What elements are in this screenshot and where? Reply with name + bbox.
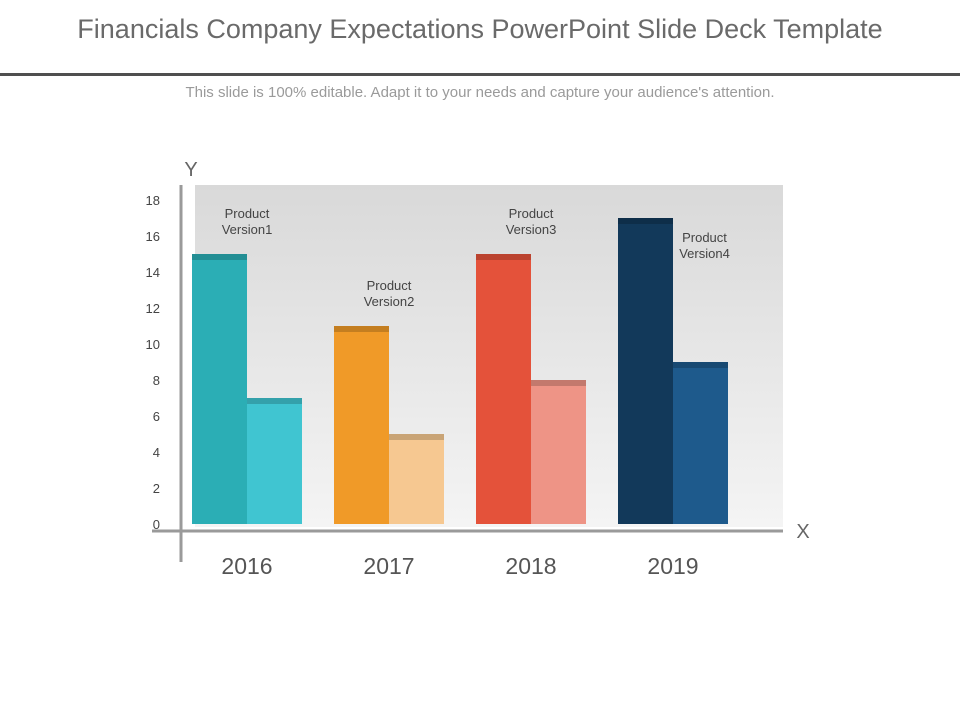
- x-tick-label: 2017: [363, 553, 414, 579]
- bar-2017-secondary: [389, 434, 444, 524]
- x-tick-label: 2018: [505, 553, 556, 579]
- bar-2018-secondary: [531, 380, 586, 524]
- bar-label: Product Version3: [506, 206, 557, 237]
- y-tick-label: 8: [153, 373, 160, 388]
- bar-cap: [247, 398, 302, 404]
- bar-cap: [389, 434, 444, 440]
- y-tick-label: 14: [146, 265, 160, 280]
- y-tick-label: 16: [146, 229, 160, 244]
- y-axis-label: Y: [184, 159, 197, 181]
- bar-label: Product Version2: [364, 278, 415, 309]
- bar: [673, 362, 728, 524]
- x-tick-label: 2016: [221, 553, 272, 579]
- y-tick-label: 4: [153, 445, 160, 460]
- bar: [476, 254, 531, 524]
- bar-cap: [531, 380, 586, 386]
- x-axis-label: X: [796, 521, 809, 543]
- bar-cap: [673, 362, 728, 368]
- bar: [389, 434, 444, 524]
- y-tick-label: 18: [146, 193, 160, 208]
- bar-2018-primary: [476, 254, 531, 524]
- bar-2019-secondary: [673, 362, 728, 524]
- bar: [247, 398, 302, 524]
- y-tick-label: 6: [153, 409, 160, 424]
- bar-label: Product Version4: [679, 230, 730, 261]
- bar-cap: [334, 326, 389, 332]
- y-tick-label: 0: [153, 517, 160, 532]
- bar-cap: [476, 254, 531, 260]
- y-tick-label: 12: [146, 301, 160, 316]
- bar-cap: [192, 254, 247, 260]
- bar-2016-primary: [192, 254, 247, 524]
- bar-cap: [618, 218, 673, 224]
- x-tick-label: 2019: [647, 553, 698, 579]
- bar-2019-primary: [618, 218, 673, 524]
- title-divider: [0, 73, 960, 76]
- bar-2017-primary: [334, 326, 389, 524]
- bar: [192, 254, 247, 524]
- bar: [334, 326, 389, 524]
- y-tick-label: 10: [146, 337, 160, 352]
- bar-2016-secondary: [247, 398, 302, 524]
- slide-title: Financials Company Expectations PowerPoi…: [77, 14, 883, 44]
- y-tick-label: 2: [153, 481, 160, 496]
- bar: [531, 380, 586, 524]
- bar-label: Product Version1: [222, 206, 273, 237]
- slide-subtitle: This slide is 100% editable. Adapt it to…: [185, 84, 775, 101]
- bar: [618, 218, 673, 524]
